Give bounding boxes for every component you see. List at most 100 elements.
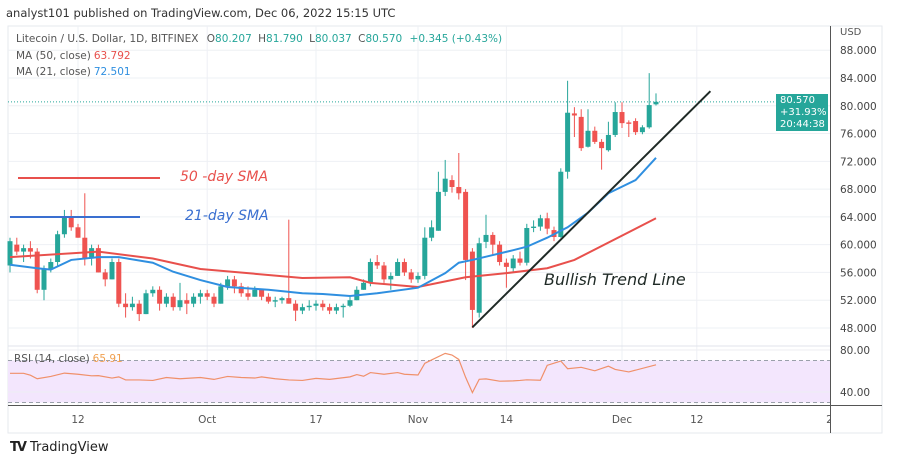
open-label: O [206,33,216,45]
ma21-value: 72.501 [93,66,131,78]
candle-body [408,272,414,280]
candle-body [34,251,40,290]
tradingview-logo[interactable]: TV TradingView [10,440,108,455]
time-axis-label: Nov [408,414,429,426]
candle-body [333,307,339,311]
low-value: 80.037 [315,33,352,45]
close-value: 80.570 [365,33,403,45]
candle-body [286,298,292,304]
candle-body [340,305,346,308]
price-axis-label: 60.000 [840,240,877,252]
candle-body [204,293,210,297]
candle-body [633,121,639,133]
high-label: H [258,33,267,45]
rsi-label: RSI (14, close) [14,353,90,365]
candle-body [245,293,251,297]
candle-body [415,275,421,280]
candle-body [252,289,258,297]
rsi-value: 65.91 [92,353,123,365]
close-label: C [358,33,366,45]
candle-body [21,248,27,252]
low-label: L [309,33,315,45]
candle-body [177,300,183,308]
candle-body [605,134,611,151]
sma21-annotation: 21-day SMA [185,208,269,224]
candle-body [89,248,95,259]
candle-body [75,227,81,238]
time-axis-label: 12 [71,414,84,426]
price-axis-label: 48.000 [840,323,877,335]
publish-info: analyst101 published on TradingView.com,… [6,6,396,20]
candle-body [469,251,475,310]
rsi-axis-label: 80.00 [840,345,870,357]
bullish-trend-line[interactable] [471,90,712,328]
candle-body [565,112,571,172]
candle-body [191,296,197,304]
candle-body [48,262,54,269]
time-axis-label: Oct [198,414,216,426]
candle-body [299,307,305,311]
candle-body [313,303,319,306]
candle-body [293,303,299,311]
candle-body [456,187,462,194]
candle-body [27,248,33,252]
candle-body [361,282,367,290]
candle-body [279,298,285,301]
candle-body [374,262,380,266]
ma50-legend[interactable]: MA (50, close) 63.792 [16,50,131,62]
rsi-axis-label: 40.00 [840,387,870,399]
price-axis-label: 52.000 [840,295,877,307]
ma50-value: 63.792 [93,50,131,62]
candle-body [109,262,115,280]
candle-body [225,279,231,287]
candle-body [95,248,101,273]
candle-body [449,180,455,188]
candle-body [626,122,632,124]
candle-body [14,244,20,252]
candle-body [129,303,135,308]
high-value: 81.790 [266,33,303,45]
candle-body [123,303,129,308]
chart-frame [7,25,883,434]
candle-body [327,307,333,311]
candle-body [231,279,237,287]
candle-body [197,293,203,297]
candle-body [170,296,176,308]
ma21-legend[interactable]: MA (21, close) 72.501 [16,66,131,78]
candle-body [558,171,564,238]
time-axis-label: 14 [500,414,514,426]
rsi-line [10,352,657,395]
bar-countdown: 20:44:38 [780,119,825,130]
candle-body [306,305,312,308]
symbol-name[interactable]: Litecoin / U.S. Dollar, 1D, BITFINEX [16,33,199,45]
current-change: +31.93% [780,107,827,118]
candle-body [585,130,591,147]
open-value: 80.207 [215,33,252,45]
candle-body [116,262,122,304]
candle-body [510,258,516,269]
candle-body [259,289,265,297]
candle-body [163,296,169,304]
ma21-label: MA (21, close) [16,66,91,78]
sma50-annotation: 50 -day SMA [180,169,269,185]
price-axis-label: 80.000 [840,101,877,113]
price-axis-label: 76.000 [840,129,877,141]
candle-body [320,303,326,308]
time-axis-label: 17 [309,414,322,426]
candle-body [483,234,489,242]
tradingview-logo-text: TradingView [29,440,109,455]
candle-body [143,293,149,315]
candle-body [429,227,435,238]
rsi-legend[interactable]: RSI (14, close) 65.91 [14,353,123,365]
candle-body [211,296,217,304]
price-axis-label: 56.000 [840,267,877,279]
price-axis-label: 72.000 [840,156,877,168]
candle-body [503,262,509,267]
candle-body [218,286,224,304]
currency-label: USD [840,27,862,38]
candle-body [476,243,482,313]
candle-body [599,141,605,149]
candle-body [639,127,645,133]
candle-body [612,112,618,135]
